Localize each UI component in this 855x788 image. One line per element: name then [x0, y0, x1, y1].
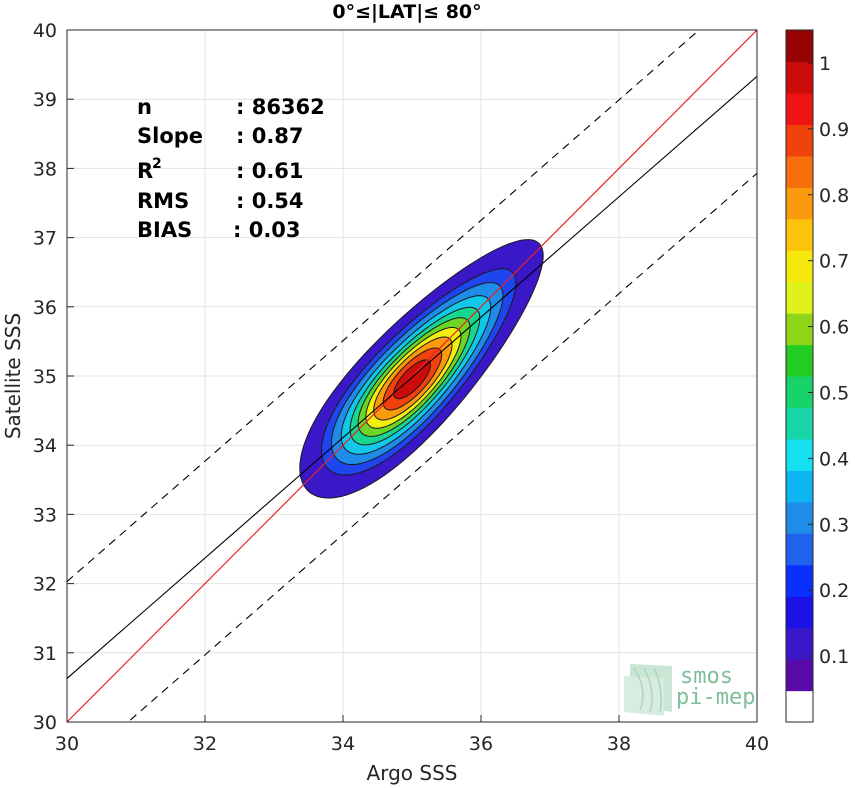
x-axis-label: Argo SSS	[367, 761, 458, 785]
stat-label: Slope	[137, 124, 203, 148]
x-tick-label: 34	[331, 733, 355, 755]
chart-title: 0°≤|LAT|≤ 80°	[332, 1, 481, 23]
stat-label: BIAS	[137, 218, 192, 242]
y-tick-label: 40	[33, 20, 57, 42]
fit-upper-bound-line	[67, 30, 700, 582]
colorbar-swatch	[786, 564, 813, 597]
colorbar-tick-label: 1	[819, 53, 831, 75]
colorbar-tick-label: 0.5	[819, 382, 849, 404]
colorbar-swatch	[786, 187, 813, 220]
colorbar-swatch	[786, 124, 813, 157]
x-tick-label: 30	[55, 733, 79, 755]
colorbar-swatch	[786, 470, 813, 503]
stats-box: n : 86362 Slope : 0.87 R2 : 0.61 RMS : 0.54 BIAS…	[137, 95, 325, 242]
colorbar-swatches	[786, 30, 813, 723]
logo-line2: pi-mep	[676, 685, 755, 710]
colorbar-swatch	[786, 659, 813, 692]
stat-value: : 0.54	[236, 189, 304, 213]
stat-label: R	[137, 159, 153, 183]
colorbar-swatch	[786, 596, 813, 629]
regression-lines	[67, 30, 757, 722]
y-tick-label: 38	[33, 158, 57, 180]
colorbar-swatch	[786, 313, 813, 346]
colorbar-tick-label: 0.2	[819, 580, 849, 602]
colorbar-swatch	[786, 281, 813, 314]
colorbar-swatch	[786, 533, 813, 566]
logo-wave-icon	[624, 664, 672, 716]
x-tick-label: 40	[745, 733, 769, 755]
colorbar-swatch	[786, 218, 813, 251]
colorbar-swatch	[786, 627, 813, 660]
y-tick-label: 30	[33, 712, 57, 734]
y-tick-label: 34	[33, 435, 57, 457]
stat-value: : 0.87	[236, 124, 304, 148]
y-tick-label: 37	[33, 228, 57, 250]
colorbar-swatch	[786, 30, 813, 63]
colorbar-swatch	[786, 61, 813, 94]
colorbar-swatch	[786, 155, 813, 188]
logo-line1: smos	[680, 664, 733, 689]
stat-value: : 0.03	[233, 218, 301, 242]
colorbar-tick-label: 0.1	[819, 646, 849, 668]
colorbar-tick-label: 0.4	[819, 448, 849, 470]
x-tick-label: 38	[607, 733, 631, 755]
colorbar-tick-label: 0.9	[819, 119, 849, 141]
stat-label: RMS	[137, 189, 189, 213]
colorbar-swatch	[786, 344, 813, 377]
colorbar-tick-label: 0.7	[819, 251, 849, 273]
y-tick-label: 32	[33, 574, 57, 596]
y-tick-label: 33	[33, 504, 57, 526]
x-tick-label: 32	[193, 733, 217, 755]
y-tick-label: 39	[33, 89, 57, 111]
fit-lower-bound-line	[127, 172, 757, 722]
stat-value: : 0.61	[236, 159, 304, 183]
colorbar: 0.1 0.2 0.3 0.4 0.5 0.6 0.7 0.8 0.9 1	[785, 29, 849, 723]
y-tick-label: 31	[33, 643, 57, 665]
y-axis-ticks: 30 31 32 33 34 35 36 37 38 39 40	[33, 20, 74, 734]
stat-value: : 86362	[236, 95, 325, 119]
y-tick-label: 35	[33, 366, 57, 388]
colorbar-swatch	[786, 438, 813, 471]
colorbar-swatch	[786, 501, 813, 534]
colorbar-tick-label: 0.6	[819, 317, 849, 339]
colorbar-swatch	[786, 407, 813, 440]
y-axis-label: Satellite SSS	[1, 313, 25, 439]
colorbar-swatch	[786, 690, 813, 723]
x-tick-label: 36	[469, 733, 493, 755]
x-axis-ticks: 30 32 34 36 38 40	[55, 715, 769, 755]
colorbar-frame	[785, 29, 814, 723]
stat-label-superscript: 2	[152, 156, 162, 172]
stat-label: n	[137, 95, 152, 119]
identity-line	[67, 30, 757, 722]
colorbar-tick-label: 0.3	[819, 514, 849, 536]
colorbar-tick-label: 0.8	[819, 185, 849, 207]
colorbar-swatch	[786, 92, 813, 125]
y-tick-label: 36	[33, 297, 57, 319]
colorbar-swatch	[786, 250, 813, 283]
smos-pi-mep-logo: smos pi-mep	[624, 664, 755, 716]
fit-line	[67, 75, 757, 679]
colorbar-ticks: 0.1 0.2 0.3 0.4 0.5 0.6 0.7 0.8 0.9 1	[808, 53, 849, 668]
